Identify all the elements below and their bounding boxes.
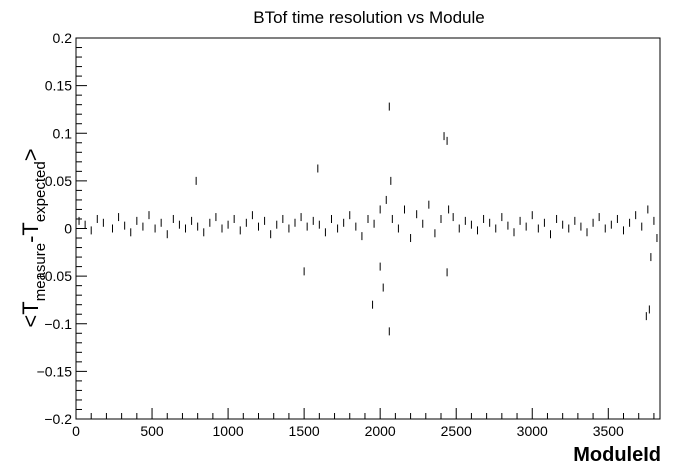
x-tick-label: 1500: [289, 423, 320, 439]
y-tick-label: 0.1: [53, 125, 73, 141]
x-tick-label: 1000: [213, 423, 244, 439]
y-axis-label: <Tmeasure-Texpected>: [18, 148, 49, 327]
y-tick-label: 0.05: [45, 173, 72, 189]
x-tick-label: 500: [140, 423, 164, 439]
x-tick-label: 3000: [517, 423, 548, 439]
y-tick-label: 0.2: [53, 30, 73, 46]
y-tick-label: 0: [64, 221, 72, 237]
y-tick-label: −0.2: [44, 411, 72, 427]
y-tick-label: 0.15: [45, 78, 72, 94]
x-axis-label: ModuleId: [573, 444, 661, 466]
x-tick-label: 2000: [365, 423, 396, 439]
y-tick-label: −0.15: [37, 363, 73, 379]
x-tick-label: 3500: [593, 423, 624, 439]
x-tick-label: 2500: [441, 423, 472, 439]
y-axis-label-sub-1: measure: [32, 243, 49, 301]
y-axis-label-sub-2: expected: [32, 161, 49, 222]
x-axis: 0 500 1000 1500 2000 2500 3000 3500: [72, 408, 655, 439]
y-tick-label: −0.1: [44, 316, 72, 332]
data-layer: [78, 102, 658, 336]
chart-title: BTof time resolution vs Module: [253, 8, 485, 27]
y-axis: −0.2 −0.15 −0.1 −0.05 0 0.05 0.1 0.15 0.2: [37, 30, 87, 427]
x-tick-label: 0: [72, 423, 80, 439]
y-axis-label-part-1: <T: [18, 301, 43, 327]
y-axis-label-part-3: >: [18, 148, 43, 161]
y-tick-label: −0.05: [37, 268, 73, 284]
y-axis-label-part-2: -T: [18, 222, 43, 243]
